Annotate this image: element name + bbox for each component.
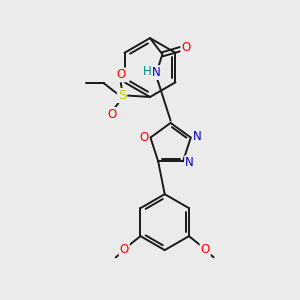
Text: N: N <box>193 130 202 142</box>
Text: N: N <box>152 66 161 79</box>
Text: O: O <box>107 108 116 121</box>
Text: N: N <box>185 156 194 169</box>
Text: S: S <box>118 89 126 102</box>
Text: O: O <box>181 41 190 54</box>
Text: H: H <box>143 65 152 78</box>
Text: O: O <box>139 131 148 144</box>
Text: O: O <box>120 244 129 256</box>
Text: O: O <box>200 244 210 256</box>
Text: O: O <box>116 68 125 81</box>
